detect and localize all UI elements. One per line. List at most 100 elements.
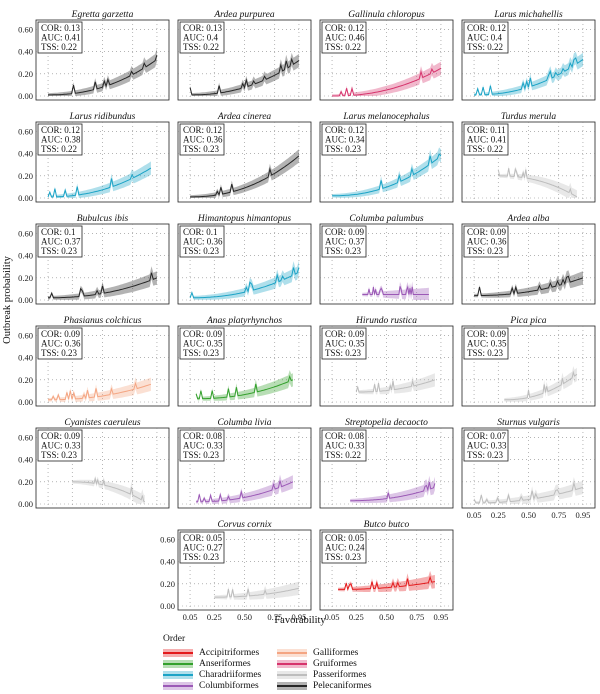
series-line bbox=[473, 481, 584, 504]
stats-line: AUC: 0.33 bbox=[41, 441, 81, 451]
confidence-band bbox=[350, 475, 435, 503]
stats-line: TSS: 0.23 bbox=[183, 348, 220, 358]
stats-line: AUC: 0.33 bbox=[467, 441, 507, 451]
stats-box bbox=[321, 429, 367, 462]
stats-line: TSS: 0.23 bbox=[183, 450, 220, 460]
stats-box bbox=[37, 225, 83, 258]
stats-line: COR: 0.11 bbox=[467, 125, 506, 135]
stats-line: AUC: 0.4 bbox=[467, 33, 503, 43]
stats-line: AUC: 0.41 bbox=[41, 33, 81, 43]
stats-line: COR: 0.1 bbox=[41, 227, 76, 237]
stats-line: COR: 0.12 bbox=[325, 23, 364, 33]
stats-line: TSS: 0.22 bbox=[41, 144, 77, 154]
stats-box bbox=[463, 429, 509, 462]
series-line bbox=[189, 57, 300, 96]
y-tick-label: 0.00 bbox=[18, 397, 33, 407]
y-tick-label: 0.20 bbox=[18, 477, 33, 487]
stats-line: AUC: 0.46 bbox=[325, 33, 365, 43]
series-line bbox=[338, 575, 435, 591]
series-line bbox=[196, 480, 294, 503]
x-tick-label: 0.95 bbox=[576, 510, 591, 520]
legend-item: Galliformes bbox=[277, 647, 358, 659]
stats-box bbox=[321, 225, 367, 258]
series-line bbox=[474, 275, 584, 297]
stats-box bbox=[179, 225, 225, 258]
x-tick-label: 0.05 bbox=[325, 612, 340, 622]
stats-box bbox=[463, 225, 509, 258]
stats-line: AUC: 0.34 bbox=[325, 135, 365, 145]
stats-line: AUC: 0.41 bbox=[467, 135, 507, 145]
series-line bbox=[47, 167, 152, 198]
stats-line: AUC: 0.35 bbox=[467, 339, 507, 349]
stats-line: AUC: 0.4 bbox=[183, 33, 219, 43]
stats-line: COR: 0.07 bbox=[467, 431, 507, 441]
stats-line: COR: 0.09 bbox=[325, 227, 365, 237]
stats-line: AUC: 0.36 bbox=[183, 237, 223, 247]
stats-box bbox=[463, 327, 509, 360]
stats-line: COR: 0.05 bbox=[183, 533, 223, 543]
legend-label: Gruiformes bbox=[313, 659, 357, 669]
legend-label: Columbiformes bbox=[199, 681, 259, 691]
y-tick-label: 0.40 bbox=[18, 47, 33, 57]
stats-line: AUC: 0.38 bbox=[41, 135, 81, 145]
panel-title: Himantopus himantopus bbox=[197, 214, 291, 224]
series-line bbox=[48, 381, 152, 401]
panel-title: Sturnus vulgaris bbox=[497, 418, 560, 428]
stats-line: COR: 0.12 bbox=[183, 125, 222, 135]
stats-line: TSS: 0.23 bbox=[183, 246, 220, 256]
series-line bbox=[362, 285, 429, 295]
legend-item: Charadriiformes bbox=[163, 669, 261, 681]
panel-title: Phasianus colchicus bbox=[63, 316, 142, 326]
x-axis-label: Favorability bbox=[274, 615, 326, 626]
stats-line: TSS: 0.23 bbox=[41, 246, 78, 256]
y-tick-label: 0.00 bbox=[160, 601, 175, 611]
stats-line: TSS: 0.23 bbox=[467, 348, 504, 358]
series-line bbox=[190, 155, 300, 198]
stats-line: AUC: 0.35 bbox=[183, 339, 223, 349]
y-axis-label-text: Outbreak probability bbox=[2, 256, 13, 344]
series-line bbox=[214, 587, 300, 598]
stats-line: COR: 0.13 bbox=[183, 23, 223, 33]
stats-line: TSS: 0.23 bbox=[325, 246, 362, 256]
stats-line: TSS: 0.23 bbox=[467, 450, 504, 460]
confidence-band bbox=[338, 570, 435, 592]
legend-item: Gruiformes bbox=[277, 658, 357, 670]
y-tick-label: 0.20 bbox=[18, 171, 33, 181]
stats-line: COR: 0.09 bbox=[325, 329, 365, 339]
x-tick-label: 0.05 bbox=[467, 510, 482, 520]
stats-box bbox=[179, 327, 225, 360]
series-line bbox=[48, 272, 158, 299]
stats-line: COR: 0.09 bbox=[467, 227, 507, 237]
stats-box bbox=[179, 123, 225, 156]
legend-swatch bbox=[277, 671, 307, 679]
y-tick-label: 0.40 bbox=[18, 353, 33, 363]
legend-swatch bbox=[277, 682, 307, 690]
legend-title: Order bbox=[163, 634, 186, 644]
x-tick-label: 0.75 bbox=[409, 612, 424, 622]
confidence-band bbox=[48, 377, 151, 402]
stats-line: COR: 0.05 bbox=[325, 533, 365, 543]
x-tick-label: 0.50 bbox=[237, 612, 252, 622]
series-line bbox=[497, 167, 578, 198]
stats-line: TSS: 0.23 bbox=[325, 348, 362, 358]
legend: Order Accipitriformes Anseriformes Charadr… bbox=[163, 634, 463, 692]
x-tick-label: 0.75 bbox=[551, 510, 566, 520]
series-line bbox=[332, 67, 442, 97]
stats-line: AUC: 0.33 bbox=[325, 441, 365, 451]
panel-title: Larus melanocephalus bbox=[342, 112, 430, 122]
y-tick-label: 0.20 bbox=[18, 375, 33, 385]
x-tick-label: 0.95 bbox=[292, 612, 307, 622]
confidence-band bbox=[48, 266, 157, 300]
legend-label: Passeriformes bbox=[313, 670, 367, 680]
confidence-band bbox=[196, 370, 293, 401]
x-tick-label: 0.25 bbox=[207, 612, 222, 622]
stats-line: TSS: 0.23 bbox=[325, 144, 362, 154]
legend-label: Pelecaniformes bbox=[313, 681, 372, 691]
